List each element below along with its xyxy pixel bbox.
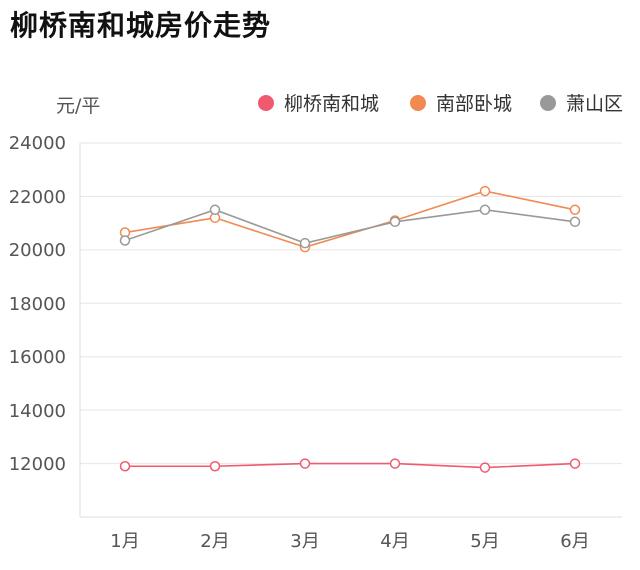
data-point[interactable] — [209, 204, 221, 216]
x-tick-label: 5月 — [470, 531, 499, 552]
data-point[interactable] — [299, 458, 311, 469]
series-group — [119, 185, 581, 473]
grid-lines — [79, 142, 622, 518]
data-point[interactable] — [479, 204, 491, 216]
data-point[interactable] — [209, 460, 221, 472]
legend-marker-0 — [258, 95, 274, 111]
y-tick-label: 16000 — [9, 347, 66, 368]
page-title: 柳桥南和城房价走势 — [10, 9, 272, 42]
y-tick-label: 22000 — [9, 187, 66, 208]
data-point[interactable] — [119, 235, 131, 246]
x-tick-label: 2月 — [200, 531, 229, 552]
data-point[interactable] — [299, 237, 311, 249]
data-point[interactable] — [569, 216, 581, 228]
legend-label-1: 南部卧城 — [436, 93, 512, 115]
x-axis: 1月 2月 3月 4月 5月 6月 — [110, 531, 589, 552]
y-tick-label: 12000 — [9, 454, 66, 475]
y-tick-label: 14000 — [9, 401, 66, 422]
y-axis: 24000 22000 20000 18000 16000 14000 1200… — [9, 133, 66, 475]
legend-marker-2 — [540, 95, 556, 111]
x-tick-label: 6月 — [560, 531, 589, 552]
data-point[interactable] — [569, 458, 581, 469]
data-point[interactable] — [479, 462, 491, 473]
data-point[interactable] — [569, 204, 581, 216]
legend-label-0: 柳桥南和城 — [284, 93, 379, 115]
legend-label-2: 萧山区 — [566, 93, 623, 115]
legend: 柳桥南和城 南部卧城 萧山区 — [258, 93, 623, 115]
data-point[interactable] — [389, 458, 401, 469]
x-tick-label: 4月 — [380, 531, 409, 552]
series-line-1 — [124, 190, 576, 249]
x-tick-label: 1月 — [110, 531, 139, 552]
data-point[interactable] — [389, 216, 401, 228]
y-tick-label: 18000 — [9, 294, 66, 315]
y-axis-unit-label: 元/平 — [56, 95, 100, 117]
series-line-2 — [124, 208, 576, 245]
legend-marker-1 — [410, 95, 426, 111]
x-tick-label: 3月 — [290, 531, 319, 552]
data-point[interactable] — [119, 460, 131, 472]
series-line-0 — [125, 462, 576, 469]
y-tick-label: 24000 — [9, 133, 66, 154]
data-point[interactable] — [479, 185, 491, 197]
y-tick-label: 20000 — [9, 240, 66, 261]
